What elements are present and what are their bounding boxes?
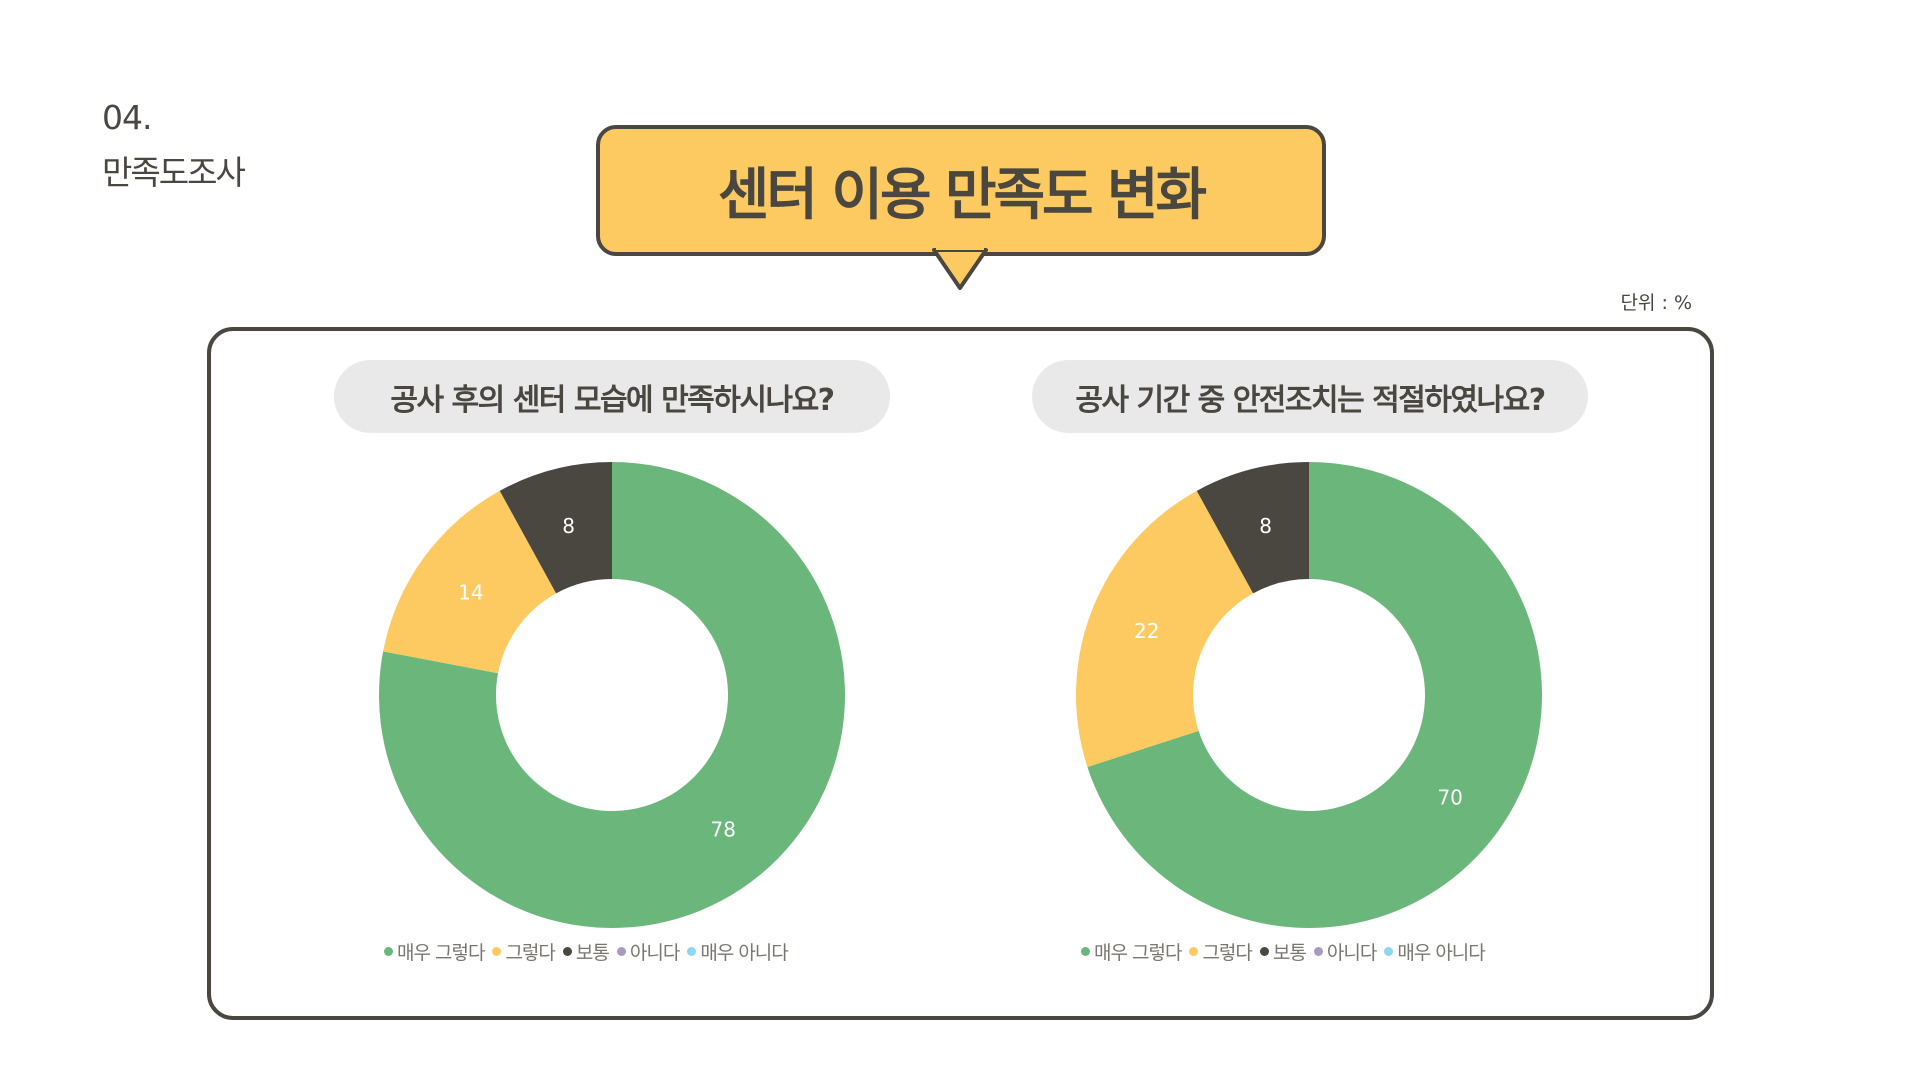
chart-2-data-label-1: 70	[1437, 786, 1462, 810]
legend-label: 매우 아니다	[700, 942, 788, 964]
chart-2-slice-1	[1087, 462, 1542, 928]
section-title: 만족도조사	[102, 153, 246, 192]
chart-2-title: 공사 기간 중 안전조치는 적절하였나요?	[1032, 360, 1588, 433]
chart-1-data-label-2: 14	[458, 580, 483, 604]
chart-1-data-label-1: 78	[711, 817, 736, 841]
unit-label: 단위 : %	[1620, 292, 1693, 314]
legend-dot-icon	[384, 947, 393, 956]
legend-dot-icon	[492, 947, 502, 956]
chart-2-slice-3	[1196, 462, 1309, 594]
legend-item: 매우 그렇다	[384, 938, 485, 965]
legend-dot-icon	[687, 947, 697, 956]
legend-label: 아니다	[1326, 942, 1377, 964]
legend-label: 보통	[575, 942, 610, 964]
chart-1-slice-2	[383, 490, 557, 674]
legend-label: 매우 아니다	[1397, 942, 1485, 964]
chart-1-slice-3	[499, 462, 612, 594]
chart-1-title: 공사 후의 센터 모습에 만족하시나요?	[334, 360, 890, 433]
legend-item: 매우 그렇다	[1081, 938, 1182, 965]
legend-item: 보통	[1259, 938, 1307, 965]
chart-1-legend: 매우 그렇다 그렇다 보통 아니다 매우 아니다	[384, 938, 789, 965]
section-number: 04.	[102, 98, 152, 137]
chart-2-data-label-2: 22	[1134, 619, 1159, 643]
chart-2-slice-2	[1076, 490, 1254, 768]
legend-label: 그렇다	[1202, 942, 1252, 964]
legend-dot-icon	[1259, 947, 1269, 956]
legend-item: 그렇다	[492, 938, 556, 965]
legend-label: 매우 그렇다	[397, 942, 485, 964]
legend-item: 그렇다	[1189, 938, 1253, 965]
chart-frame	[207, 327, 1714, 1020]
legend-dot-icon	[1189, 947, 1199, 956]
legend-item: 아니다	[616, 938, 680, 965]
chart-2-legend: 매우 그렇다 그렇다 보통 아니다 매우 아니다	[1081, 938, 1486, 965]
legend-label: 그렇다	[505, 942, 555, 964]
page-title: 센터 이용 만족도 변화	[717, 163, 1207, 228]
legend-label: 매우 그렇다	[1094, 942, 1182, 964]
chart-1-data-label-3: 8	[562, 514, 575, 538]
chart-1-slice-1	[378, 462, 845, 929]
legend-item: 매우 아니다	[687, 938, 789, 965]
legend-label: 보통	[1272, 942, 1307, 964]
legend-item: 아니다	[1313, 938, 1377, 965]
legend-item: 매우 아니다	[1384, 938, 1486, 965]
chart-2-data-label-3: 8	[1259, 514, 1272, 538]
legend-dot-icon	[1384, 947, 1394, 956]
legend-dot-icon	[1081, 947, 1090, 956]
legend-dot-icon	[562, 947, 572, 956]
legend-item: 보통	[562, 938, 610, 965]
legend-dot-icon	[1313, 947, 1323, 956]
legend-dot-icon	[616, 947, 626, 956]
legend-label: 아니다	[629, 942, 680, 964]
